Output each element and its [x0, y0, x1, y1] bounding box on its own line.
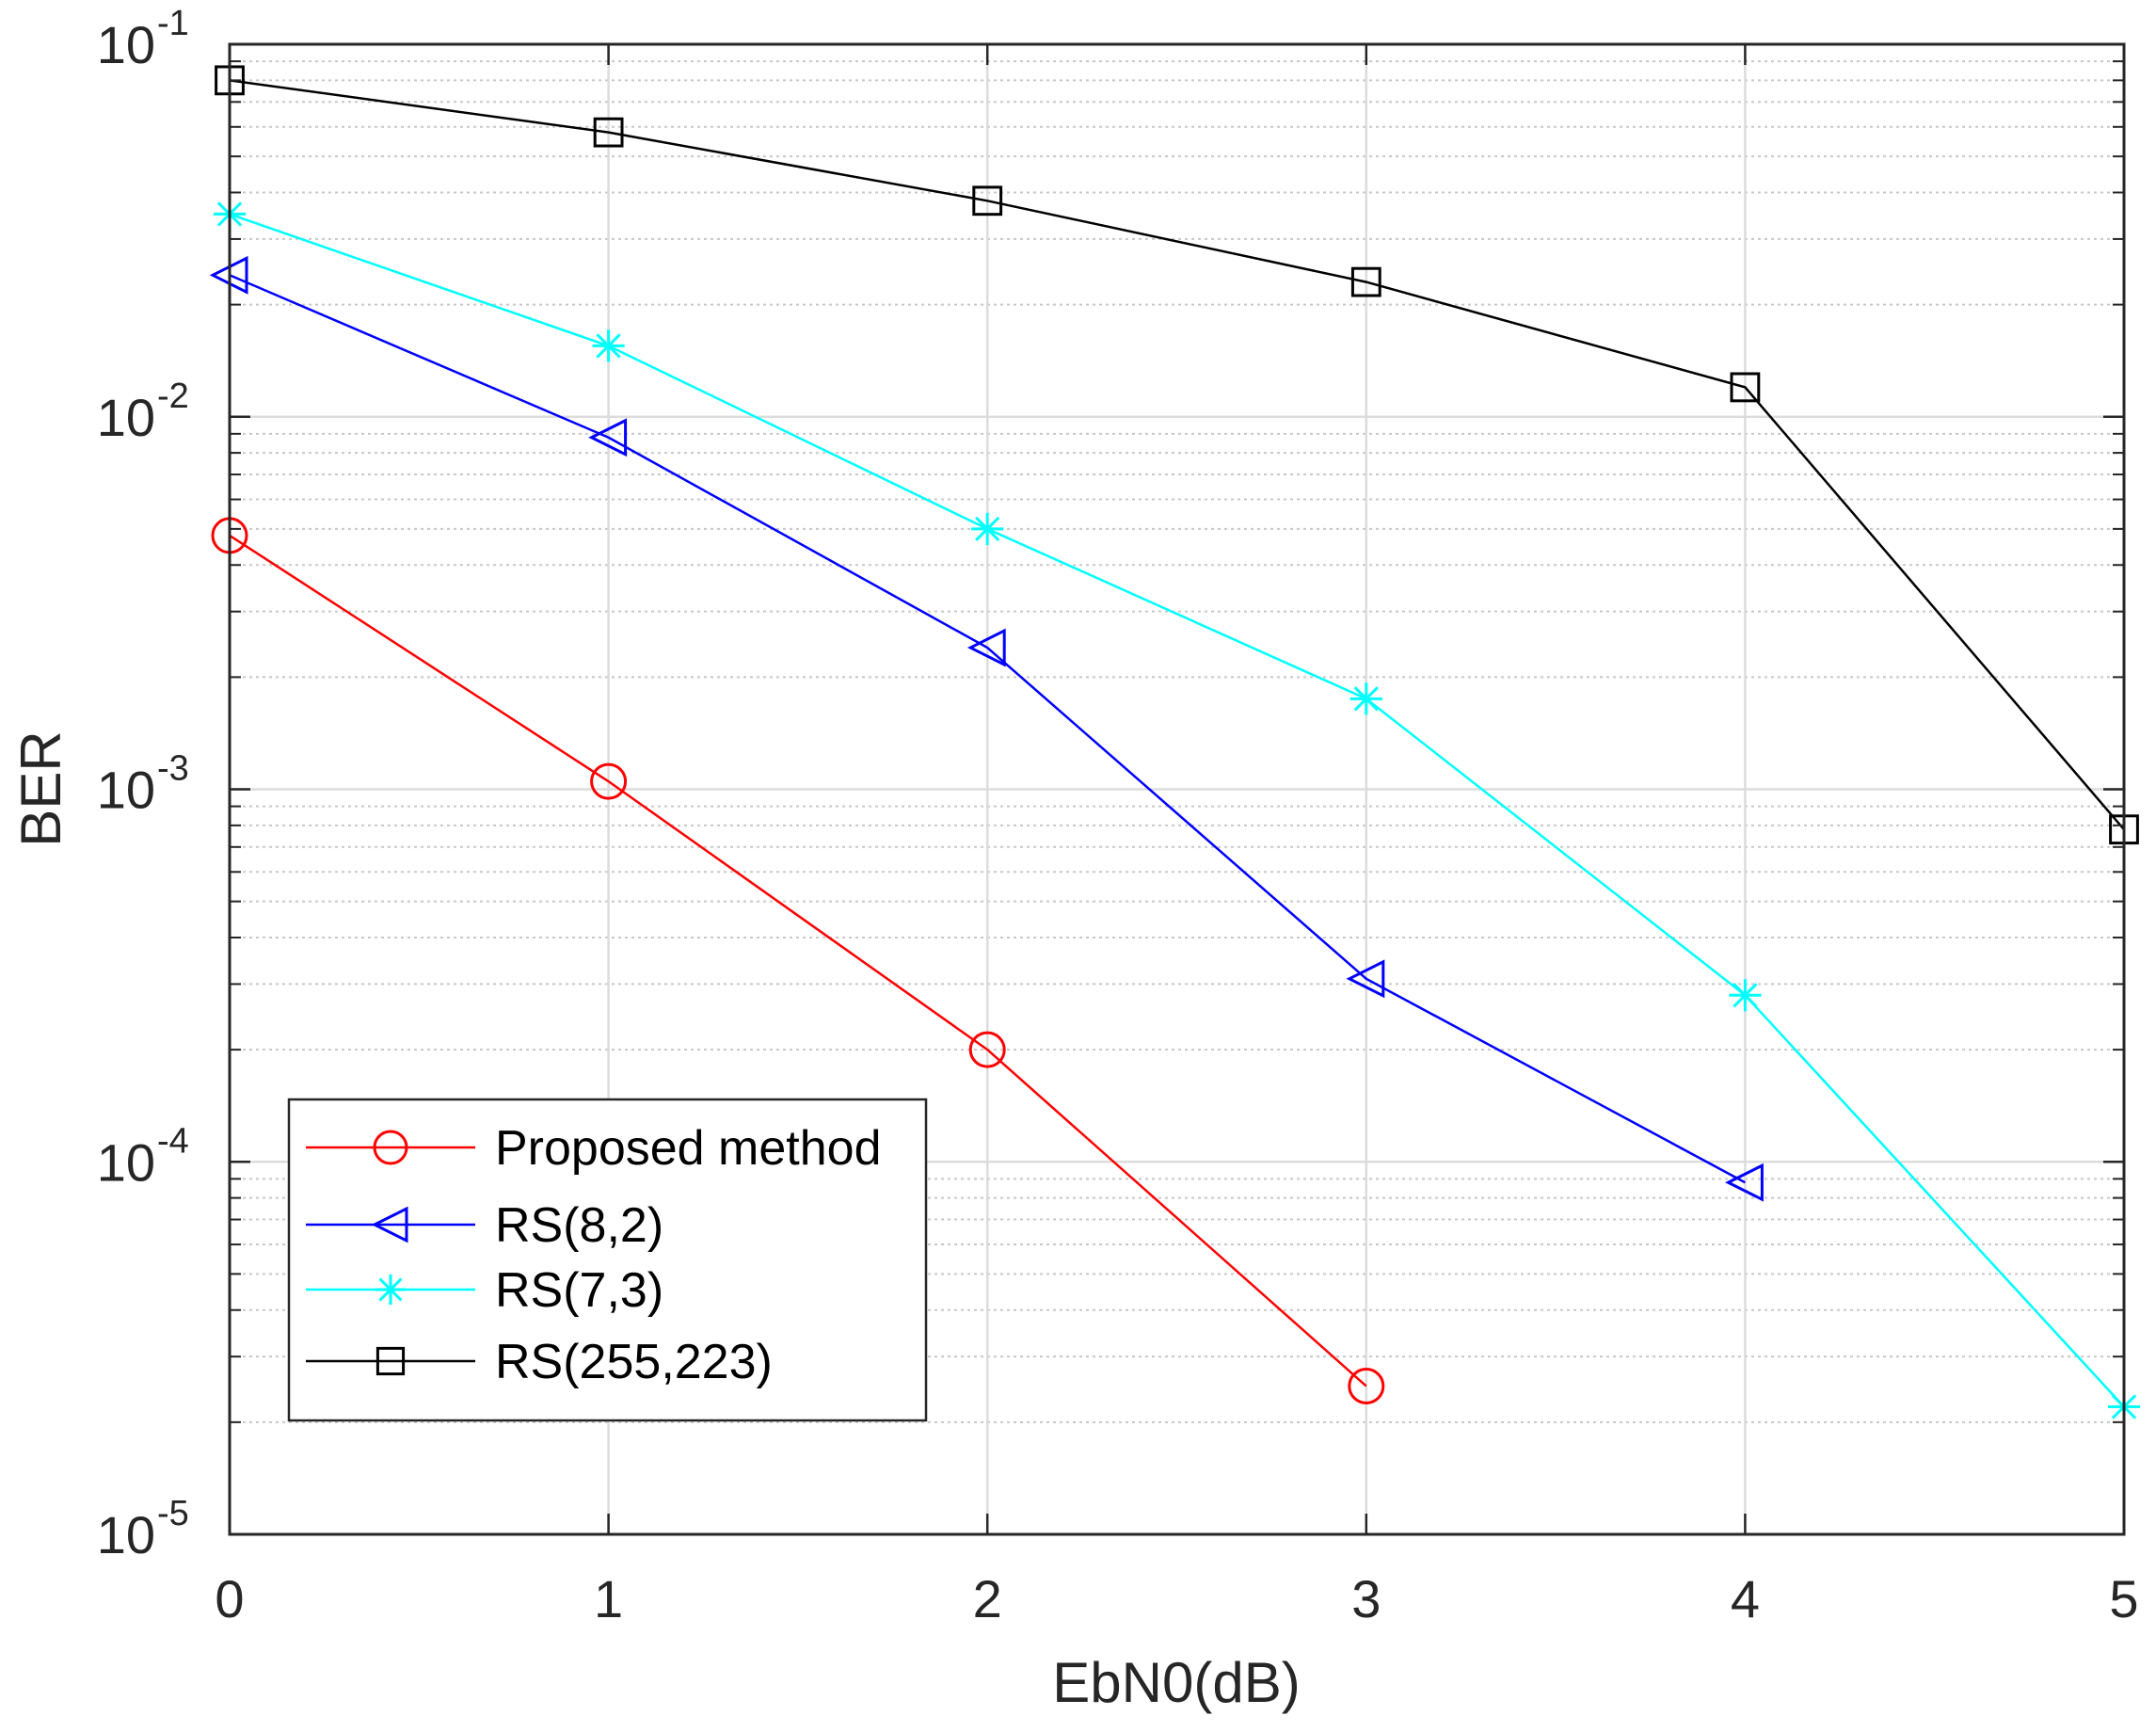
data-point-asterisk: [375, 1274, 407, 1306]
y-tick-label-base: 10: [97, 1505, 155, 1564]
data-point-triangle-left: [1346, 959, 1385, 999]
data-point-square: [972, 185, 1003, 216]
y-axis-title: BER: [9, 730, 72, 846]
data-point-asterisk: [592, 329, 625, 362]
data-point-asterisk: [1729, 979, 1762, 1012]
data-point-square: [375, 1346, 406, 1376]
series-line-1: [229, 274, 1746, 1184]
data-point-square: [593, 117, 624, 148]
x-tick-label: 0: [215, 1569, 244, 1628]
legend-box: [287, 1098, 928, 1422]
data-point-triangle-left: [1725, 1163, 1764, 1202]
y-tick-label-exponent: -3: [157, 749, 189, 789]
data-point-circle: [590, 762, 628, 800]
data-point-circle: [373, 1130, 408, 1165]
legend-label-2: RS(7,3): [495, 1263, 663, 1318]
y-tick-label-base: 10: [97, 388, 155, 447]
data-point-circle: [968, 1031, 1006, 1068]
legend-label-3: RS(255,223): [495, 1335, 773, 1389]
tick-layer: [228, 42, 2126, 1536]
y-tick-label-exponent: -5: [157, 1494, 189, 1533]
tick-label-layer: 10 -510 -410 -310 -210 -10 1 2 3 4 5: [97, 4, 2139, 1628]
y-tick-label-base: 10: [97, 15, 155, 74]
data-point-square: [1730, 372, 1761, 403]
data-point-square: [1350, 266, 1381, 297]
y-tick-label-exponent: -1: [157, 4, 189, 43]
x-tick-label: 5: [2109, 1569, 2138, 1628]
data-point-triangle-left: [588, 418, 628, 457]
data-point-circle: [1348, 1368, 1385, 1405]
y-tick-label-base: 10: [97, 1132, 155, 1192]
series-line-0: [229, 534, 1367, 1387]
series-line-3: [229, 79, 2125, 831]
data-point-triangle-left: [966, 628, 1006, 667]
x-tick-label: 3: [1351, 1569, 1381, 1628]
data-point-triangle-left: [371, 1206, 408, 1243]
data-point-asterisk: [1349, 682, 1382, 715]
x-tick-label: 1: [594, 1569, 623, 1628]
series-line-2: [229, 213, 2125, 1408]
series-layer: [209, 65, 2141, 1423]
y-tick-label-exponent: -2: [157, 377, 189, 416]
legend-label-1: RS(8,2): [495, 1198, 663, 1253]
y-tick-label-exponent: -4: [157, 1121, 189, 1161]
legend-label-0: Proposed method: [495, 1121, 882, 1176]
x-tick-label: 4: [1731, 1569, 1760, 1628]
x-tick-label: 2: [973, 1569, 1002, 1628]
y-tick-label-base: 10: [97, 761, 155, 820]
x-axis-title: EbN0(dB): [1052, 1651, 1300, 1714]
data-point-asterisk: [971, 512, 1004, 545]
legend: Proposed method RS(8,2) RS(7,3) RS(255,223): [287, 1098, 928, 1422]
